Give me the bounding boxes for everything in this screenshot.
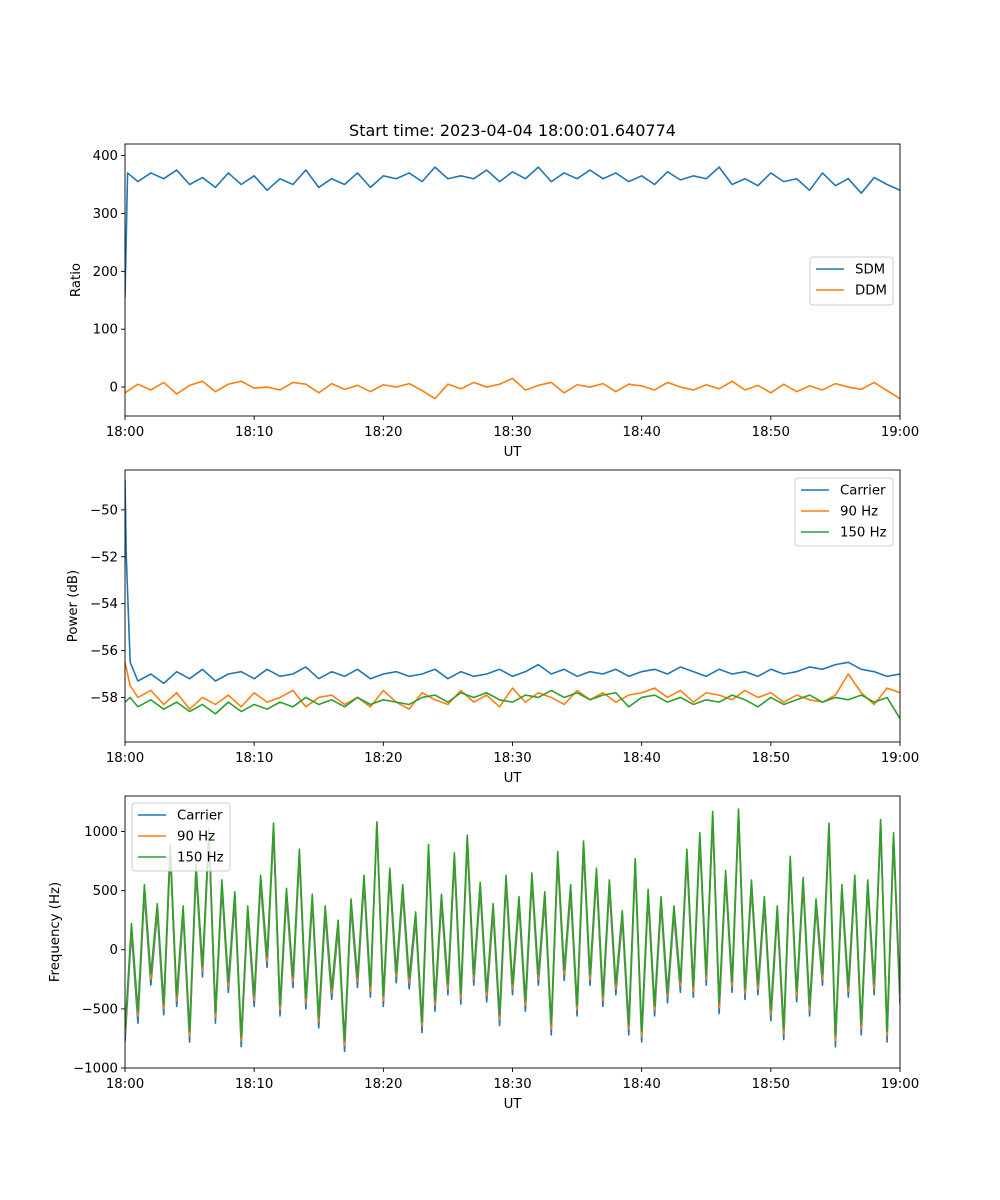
series-line-ddm — [125, 377, 900, 400]
power-y-ticks: −58 −56 −54 −52 −50 — [90, 503, 125, 706]
power-panel: 18:00 18:10 18:20 18:30 18:40 18:50 19:00 −58−… — [66, 469, 919, 786]
y-tick-label: −52 — [90, 550, 118, 565]
x-tick-label: 18:20 — [364, 425, 402, 440]
series-line-carrier — [125, 479, 900, 685]
ratio-x-axis-label: UT — [504, 445, 523, 460]
series-line-90-hz — [125, 662, 900, 710]
legend-label: 90 Hz — [840, 505, 878, 520]
legend-label: Carrier — [840, 484, 886, 499]
legend-label: Carrier — [177, 809, 223, 824]
legend-label: 150 Hz — [840, 526, 887, 541]
frequency-series-lines — [125, 808, 900, 1053]
x-tick-label: 18:00 — [106, 1077, 144, 1092]
x-tick-label: 18:20 — [364, 1077, 402, 1092]
x-tick-label: 18:40 — [623, 1077, 661, 1092]
x-tick-label: 19:00 — [881, 751, 919, 766]
power-legend: Carrier 90 Hz 150 Hz — [794, 477, 894, 547]
series-line-carrier — [125, 815, 900, 1053]
y-tick-label: −58 — [90, 691, 118, 706]
power-y-axis-label: Power (dB) — [66, 570, 81, 642]
x-tick-label: 19:00 — [881, 425, 919, 440]
x-tick-label: 18:20 — [364, 751, 402, 766]
power-axes-frame — [124, 469, 901, 743]
y-tick-label: −50 — [90, 503, 118, 518]
series-line-90-hz — [125, 810, 900, 1047]
x-tick-label: 18:50 — [752, 1077, 790, 1092]
ratio-panel: Start time: 2023-04-04 18:00:01.640774 1… — [69, 121, 919, 460]
power-series-lines — [125, 479, 900, 719]
x-tick-label: 18:40 — [623, 751, 661, 766]
power-x-axis-label: UT — [504, 771, 523, 786]
power-x-ticks: 18:00 18:10 18:20 18:30 18:40 18:50 19:00 — [106, 742, 919, 766]
ratio-series-lines — [125, 166, 900, 400]
y-tick-label: −500 — [81, 1002, 118, 1017]
x-tick-label: 18:50 — [752, 751, 790, 766]
legend-label: DDM — [855, 284, 887, 299]
y-tick-label: −54 — [90, 597, 118, 612]
y-tick-label: 100 — [93, 323, 118, 338]
y-tick-label: 500 — [93, 884, 118, 899]
x-tick-label: 18:30 — [493, 425, 531, 440]
y-tick-label: −1000 — [73, 1062, 118, 1077]
x-tick-label: 18:30 — [493, 1077, 531, 1092]
legend-label: 90 Hz — [177, 830, 215, 845]
x-tick-label: 18:40 — [623, 425, 661, 440]
legend-box — [794, 477, 894, 547]
frequency-x-ticks: 18:00 18:10 18:20 18:30 18:40 18:50 19:00 — [106, 1068, 919, 1092]
y-tick-label: 200 — [93, 265, 118, 280]
legend-label: SDM — [855, 263, 885, 278]
ratio-legend: SDM DDM — [809, 256, 894, 306]
ratio-axes-frame — [124, 143, 901, 417]
x-tick-label: 18:00 — [106, 425, 144, 440]
legend-label: 150 Hz — [177, 851, 224, 866]
x-tick-label: 18:30 — [493, 751, 531, 766]
series-line-150-hz — [125, 689, 900, 719]
frequency-y-ticks: −1000 −500 0 500 1000 — [73, 825, 125, 1077]
chart-title: Start time: 2023-04-04 18:00:01.640774 — [349, 121, 676, 140]
x-tick-label: 18:10 — [235, 1077, 273, 1092]
frequency-legend: Carrier 90 Hz 150 Hz — [131, 802, 231, 872]
frequency-y-axis-label: Frequency (Hz) — [48, 882, 63, 982]
frequency-panel: 18:00 18:10 18:20 18:30 18:40 18:50 19:00 −100… — [48, 795, 919, 1112]
x-tick-label: 18:50 — [752, 425, 790, 440]
y-tick-label: −56 — [90, 644, 118, 659]
x-tick-label: 18:00 — [106, 751, 144, 766]
ratio-x-ticks: 18:00 18:10 18:20 18:30 18:40 18:50 19:00 — [106, 416, 919, 440]
y-tick-label: 400 — [93, 149, 118, 164]
y-tick-label: 1000 — [84, 825, 118, 840]
x-tick-label: 19:00 — [881, 1077, 919, 1092]
ratio-y-ticks: 0 100 200 300 400 — [93, 149, 125, 396]
y-tick-label: 300 — [93, 207, 118, 222]
frequency-axes-frame — [124, 795, 901, 1069]
y-tick-label: 0 — [110, 943, 118, 958]
series-line-sdm — [125, 166, 900, 298]
y-tick-label: 0 — [110, 381, 118, 396]
legend-box — [131, 802, 231, 872]
x-tick-label: 18:10 — [235, 425, 273, 440]
ratio-y-axis-label: Ratio — [69, 263, 84, 297]
x-tick-label: 18:10 — [235, 751, 273, 766]
frequency-x-axis-label: UT — [504, 1097, 523, 1112]
series-line-150-hz — [125, 808, 900, 1042]
